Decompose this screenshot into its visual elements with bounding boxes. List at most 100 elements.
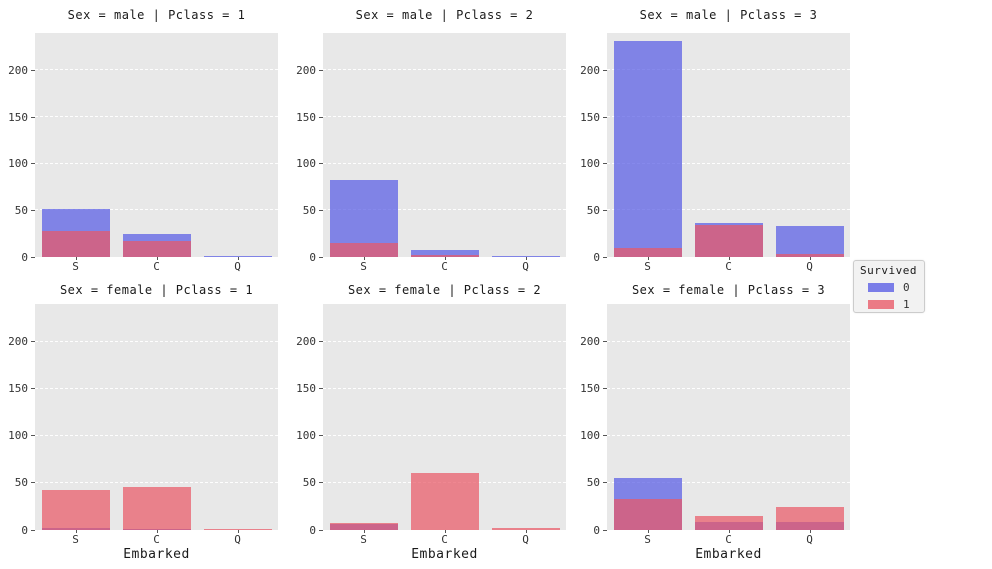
y-tick-label: 150 [8,382,28,396]
bar-survived-1-C [410,472,479,530]
y-tick-mark [603,256,607,258]
grid-line [35,69,278,71]
bar-survived-1-C [410,255,479,257]
y-tick-mark [31,256,35,258]
x-tick-mark [363,530,365,533]
x-tick-mark [156,257,158,260]
y-tick-mark [319,209,323,211]
y-tick-label: 150 [8,110,28,124]
bar-survived-1-C [122,241,191,257]
y-tick-mark [319,69,323,71]
facet-title: Sex = female | Pclass = 1 [59,283,254,297]
y-tick-label: 0 [593,250,600,264]
bar-survived-1-S [329,243,398,257]
grid-line [323,209,566,211]
y-tick-mark [31,529,35,531]
x-tick-label: C [725,533,732,546]
y-tick-label: 0 [309,250,316,264]
facet-title: Sex = female | Pclass = 2 [347,283,542,297]
bar-survived-0-Q [491,256,560,257]
y-tick-label: 0 [593,523,600,537]
y-tick-mark [603,209,607,211]
x-tick-label: Q [522,260,529,273]
bar-survived-0-Q [775,226,844,257]
grid-line [323,434,566,436]
bar-survived-1-Q [491,528,560,530]
y-tick-mark [319,116,323,118]
x-tick-mark [809,530,811,533]
x-tick-label: C [441,260,448,273]
x-tick-mark [809,257,811,260]
y-tick-label: 100 [580,429,600,443]
axes-area [35,304,278,530]
grid-line [323,340,566,342]
bar-survived-1-S [329,523,398,530]
bar-survived-0-Q [203,256,272,257]
facet-title: Sex = female | Pclass = 3 [631,283,826,297]
x-tick-mark [728,257,730,260]
y-tick-mark [603,163,607,165]
y-tick-mark [319,341,323,343]
y-tick-label: 100 [8,157,28,171]
legend-box: Survived 0 1 [853,260,925,313]
bar-survived-1-C [694,225,763,257]
y-tick-label: 150 [580,382,600,396]
grid-line [607,340,850,342]
y-tick-label: 100 [580,157,600,171]
y-tick-label: 0 [21,523,28,537]
y-tick-label: 150 [296,382,316,396]
y-tick-label: 150 [296,110,316,124]
x-tick-mark [647,257,649,260]
x-tick-label: C [441,533,448,546]
y-tick-label: 50 [14,203,28,217]
bar-survived-1-S [613,498,682,530]
x-tick-mark [75,257,77,260]
axes-area [607,304,850,530]
y-tick-label: 200 [8,63,28,77]
legend-entry-label: 0 [903,281,910,294]
x-tick-mark [237,257,239,260]
y-tick-mark [31,388,35,390]
axes-area [35,33,278,257]
x-tick-label: Q [234,533,241,546]
y-tick-mark [603,435,607,437]
x-tick-mark [728,530,730,533]
y-tick-label: 200 [296,335,316,349]
grid-line [35,209,278,211]
y-tick-label: 50 [302,476,316,490]
y-tick-mark [603,482,607,484]
y-tick-label: 100 [8,429,28,443]
y-tick-mark [319,256,323,258]
y-tick-mark [319,482,323,484]
bar-survived-1-Q [775,507,844,530]
x-tick-mark [363,257,365,260]
y-tick-label: 50 [14,476,28,490]
x-tick-label: S [360,533,367,546]
grid-line [323,69,566,71]
x-tick-mark [525,257,527,260]
grid-line [607,434,850,436]
y-tick-mark [31,69,35,71]
y-tick-mark [603,529,607,531]
x-tick-label: C [153,260,160,273]
x-tick-mark [444,530,446,533]
y-tick-mark [31,116,35,118]
x-axis-label: Embarked [695,547,762,562]
grid-line [35,481,278,483]
y-tick-mark [603,341,607,343]
y-tick-mark [31,209,35,211]
grid-line [35,116,278,117]
y-tick-mark [603,69,607,71]
grid-line [323,116,566,117]
y-tick-label: 200 [580,335,600,349]
x-tick-label: Q [234,260,241,273]
y-tick-mark [319,163,323,165]
grid-line [35,340,278,342]
bar-survived-1-S [41,230,110,257]
x-tick-mark [647,530,649,533]
y-tick-label: 200 [580,63,600,77]
axes-area [323,33,566,257]
y-tick-label: 150 [580,110,600,124]
x-tick-label: Q [806,260,813,273]
legend-entry-survived-0: 0 [860,281,924,294]
